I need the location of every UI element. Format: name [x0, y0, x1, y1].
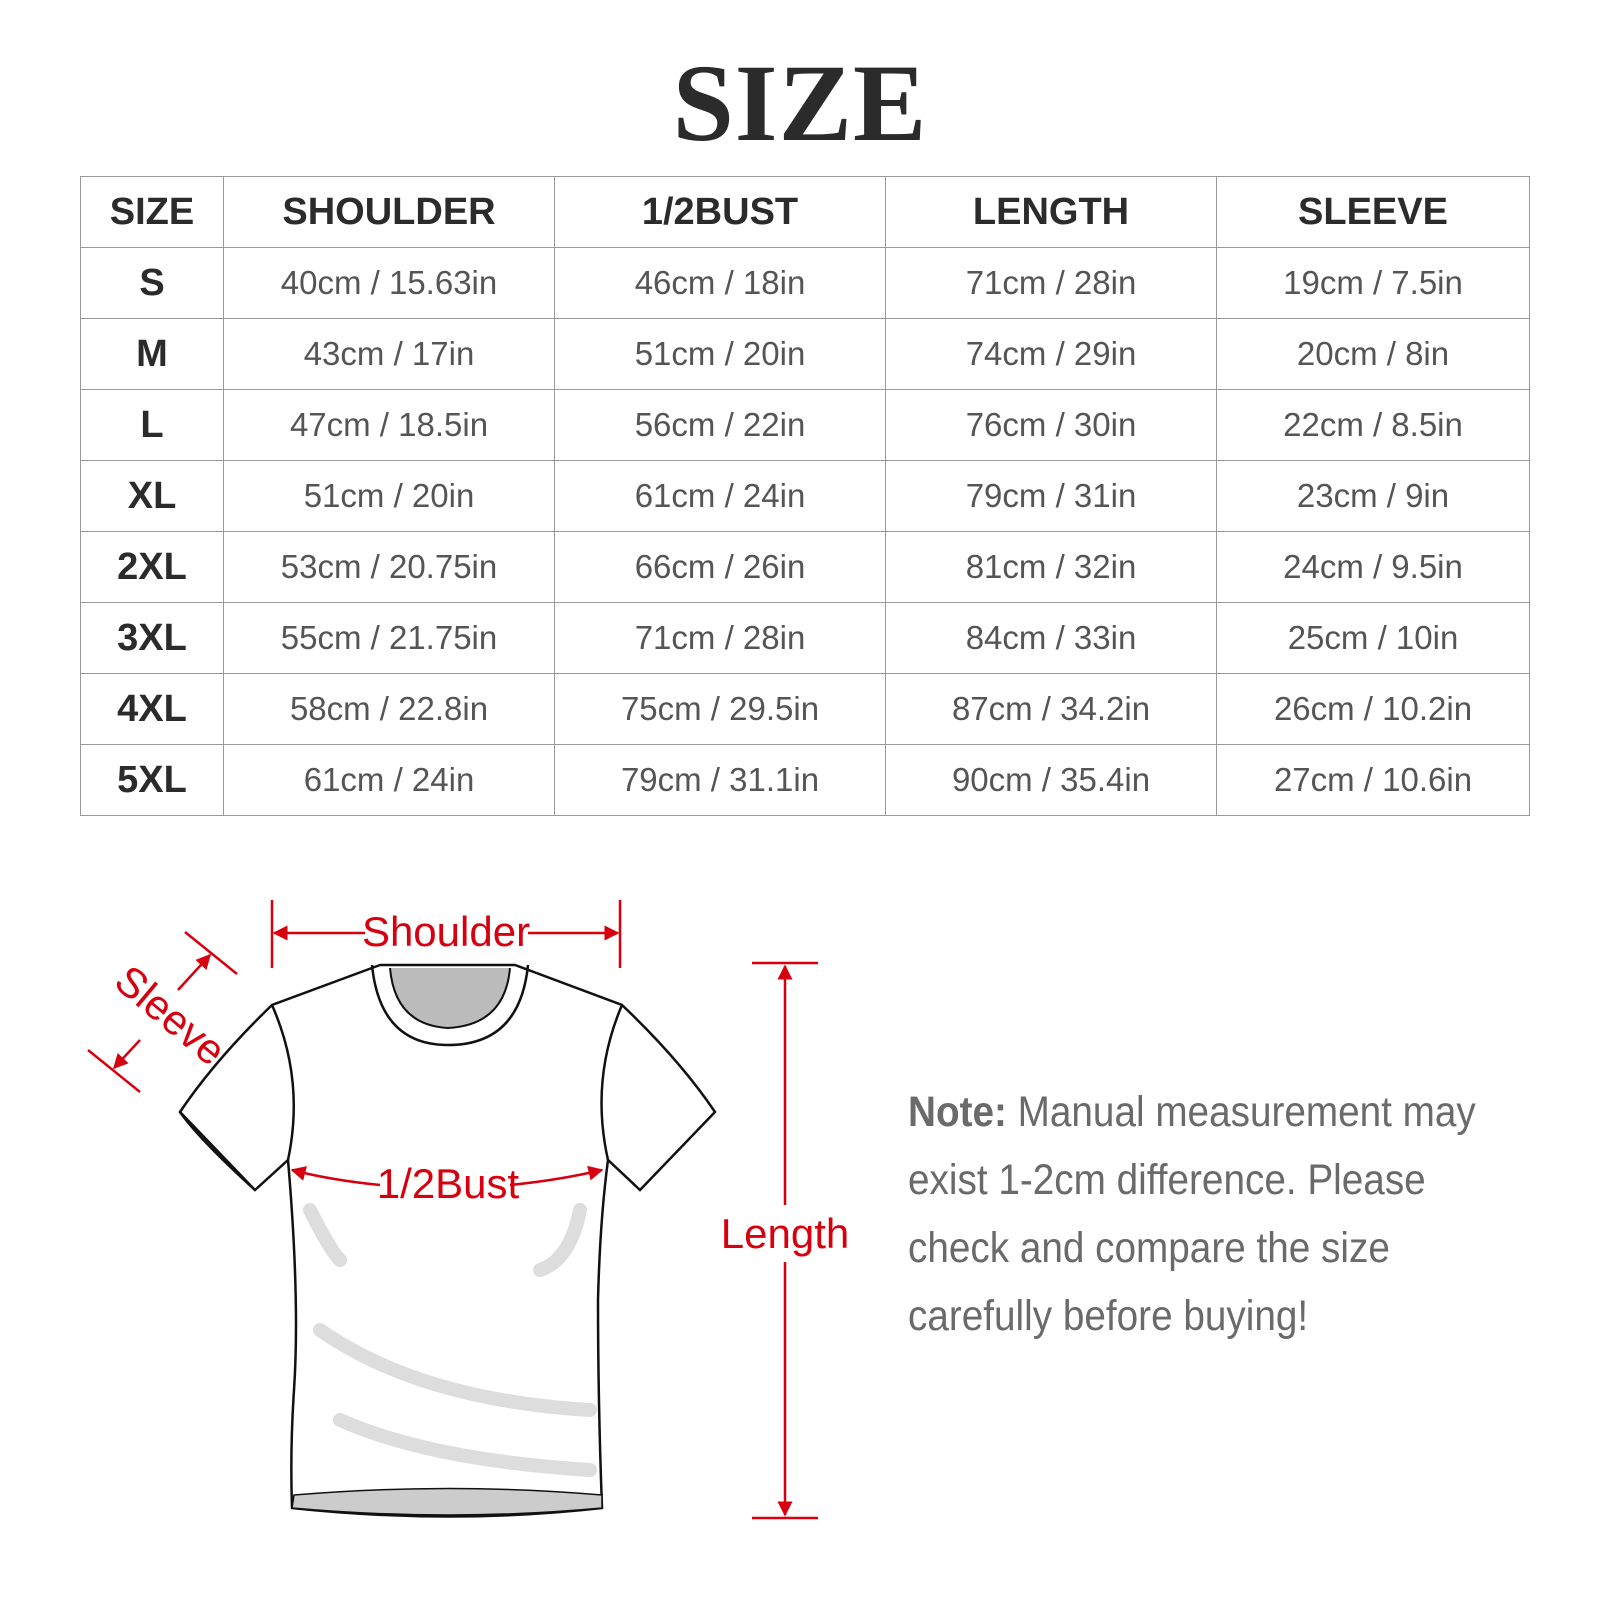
- measurement-cell: 22cm / 8.5in: [1216, 389, 1530, 461]
- measurement-cell: 61cm / 24in: [554, 460, 886, 532]
- measurement-cell: 58cm / 22.8in: [223, 673, 555, 745]
- measurement-cell: 19cm / 7.5in: [1216, 247, 1530, 319]
- size-cell: 4XL: [80, 673, 224, 745]
- note-text: Note: Manual measurement may exist 1-2cm…: [908, 1078, 1529, 1350]
- measurement-cell: 81cm / 32in: [885, 531, 1217, 603]
- table-header-row: SIZE SHOULDER 1/2BUST LENGTH SLEEVE: [80, 176, 1530, 248]
- size-cell: 3XL: [80, 602, 224, 674]
- table-row: M 43cm / 17in 51cm / 20in 74cm / 29in 20cm /…: [80, 318, 1530, 390]
- header-size: SIZE: [80, 176, 224, 248]
- note-label: Note:: [908, 1088, 1007, 1136]
- measurement-cell: 25cm / 10in: [1216, 602, 1530, 674]
- measurement-cell: 76cm / 30in: [885, 389, 1217, 461]
- measurement-cell: 46cm / 18in: [554, 247, 886, 319]
- shoulder-label: Shoulder: [362, 908, 530, 955]
- size-cell: XL: [80, 460, 224, 532]
- measurement-cell: 56cm / 22in: [554, 389, 886, 461]
- length-label: Length: [721, 1210, 849, 1257]
- table-row: 3XL 55cm / 21.75in 71cm / 28in 84cm / 33in 2…: [80, 602, 1530, 674]
- table-row: XL 51cm / 20in 61cm / 24in 79cm / 31in 23cm …: [80, 460, 1530, 532]
- measurement-cell: 71cm / 28in: [554, 602, 886, 674]
- measurement-cell: 24cm / 9.5in: [1216, 531, 1530, 603]
- table-row: 4XL 58cm / 22.8in 75cm / 29.5in 87cm / 34.2…: [80, 673, 1530, 745]
- note-body: Manual measurement may exist 1-2cm diffe…: [908, 1088, 1476, 1340]
- page-title: SIZE: [672, 42, 928, 164]
- tshirt-illustration: [178, 963, 717, 1518]
- measurement-cell: 55cm / 21.75in: [223, 602, 555, 674]
- measurement-cell: 23cm / 9in: [1216, 460, 1530, 532]
- measurement-cell: 61cm / 24in: [223, 744, 555, 816]
- header-sleeve: SLEEVE: [1216, 176, 1530, 248]
- measurement-cell: 27cm / 10.6in: [1216, 744, 1530, 816]
- size-table: SIZE SHOULDER 1/2BUST LENGTH SLEEVE S 40c…: [80, 176, 1530, 816]
- length-measure: [752, 961, 818, 1520]
- sleeve-measure: [87, 931, 238, 1093]
- size-cell: 5XL: [80, 744, 224, 816]
- measurement-cell: 53cm / 20.75in: [223, 531, 555, 603]
- header-length: LENGTH: [885, 176, 1217, 248]
- size-cell: L: [80, 389, 224, 461]
- measurement-cell: 75cm / 29.5in: [554, 673, 886, 745]
- bust-measure: [290, 1165, 604, 1187]
- measurement-cell: 71cm / 28in: [885, 247, 1217, 319]
- measurement-cell: 90cm / 35.4in: [885, 744, 1217, 816]
- bust-label: 1/2Bust: [377, 1160, 520, 1207]
- table-row: S 40cm / 15.63in 46cm / 18in 71cm / 28in 19c…: [80, 247, 1530, 319]
- table-row: L 47cm / 18.5in 56cm / 22in 76cm / 30in 22cm…: [80, 389, 1530, 461]
- table-row: 5XL 61cm / 24in 79cm / 31.1in 90cm / 35.4in…: [80, 744, 1530, 816]
- header-bust: 1/2BUST: [554, 176, 886, 248]
- size-cell: S: [80, 247, 224, 319]
- shoulder-measure: [270, 900, 622, 968]
- measurement-cell: 74cm / 29in: [885, 318, 1217, 390]
- measurement-cell: 84cm / 33in: [885, 602, 1217, 674]
- measurement-cell: 79cm / 31.1in: [554, 744, 886, 816]
- table-row: 2XL 53cm / 20.75in 66cm / 26in 81cm / 32in 2…: [80, 531, 1530, 603]
- measurement-cell: 51cm / 20in: [223, 460, 555, 532]
- measurement-cell: 43cm / 17in: [223, 318, 555, 390]
- size-cell: M: [80, 318, 224, 390]
- measurement-cell: 66cm / 26in: [554, 531, 886, 603]
- measurement-cell: 26cm / 10.2in: [1216, 673, 1530, 745]
- measurement-cell: 20cm / 8in: [1216, 318, 1530, 390]
- measurement-cell: 40cm / 15.63in: [223, 247, 555, 319]
